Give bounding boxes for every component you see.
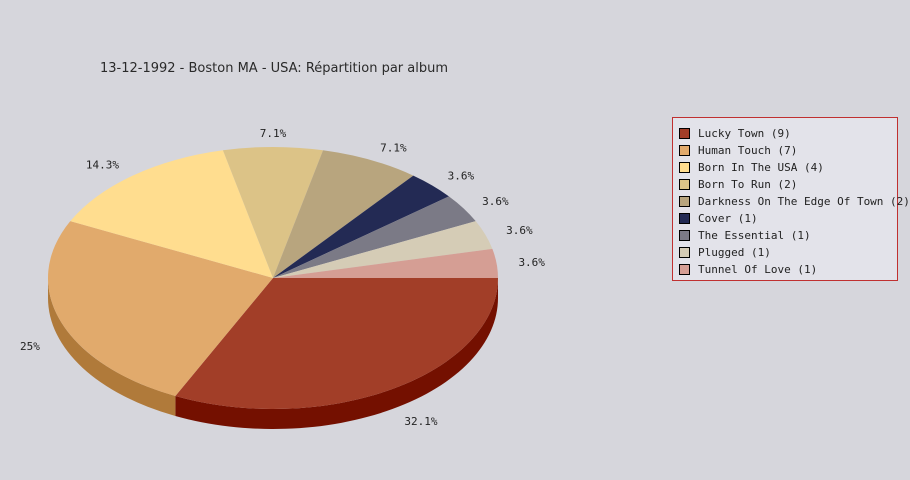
legend-swatch-6 [679, 230, 690, 241]
legend-label-1: Human Touch (7) [698, 144, 798, 157]
legend: Lucky Town (9) Human Touch (7) Born In The… [672, 117, 910, 281]
pie-slice-label-7: 3.6% [506, 224, 533, 237]
pie-slice-label-1: 25% [20, 340, 40, 353]
legend-item-8: Tunnel Of Love (1) [679, 261, 897, 278]
legend-item-0: Lucky Town (9) [679, 125, 897, 142]
legend-label-3: Born To Run (2) [698, 178, 798, 191]
legend-item-6: The Essential (1) [679, 227, 897, 244]
legend-label-5: Cover (1) [698, 212, 758, 225]
pie-slice-label-3: 7.1% [260, 127, 287, 140]
pie-slice-label-8: 3.6% [518, 256, 545, 269]
legend-label-2: Born In The USA (4) [698, 161, 824, 174]
chart-title: 13-12-1992 - Boston MA - USA: Répartitio… [100, 61, 449, 76]
pie-slice-3 [222, 147, 324, 278]
legend-label-0: Lucky Town (9) [698, 127, 791, 140]
legend-swatch-7 [679, 247, 690, 258]
legend-label-6: The Essential (1) [698, 229, 811, 242]
legend-item-7: Plugged (1) [679, 244, 897, 261]
pie-slice-label-0: 32.1% [404, 415, 437, 428]
legend-swatch-5 [679, 213, 690, 224]
pie-slice-6 [273, 196, 476, 278]
legend-label-8: Tunnel Of Love (1) [698, 263, 818, 276]
pie-slice-4 [273, 150, 414, 278]
legend-label-7: Plugged (1) [698, 246, 771, 259]
legend-item-5: Cover (1) [679, 210, 897, 227]
legend-item-3: Born To Run (2) [679, 176, 897, 193]
pie-slice-label-2: 14.3% [86, 159, 119, 172]
pie-slice-label-5: 3.6% [448, 169, 475, 182]
legend-label-4: Darkness On The Edge Of Town (2) [698, 195, 910, 208]
legend-swatch-4 [679, 196, 690, 207]
legend-swatch-8 [679, 264, 690, 275]
legend-swatch-2 [679, 162, 690, 173]
legend-item-1: Human Touch (7) [679, 142, 897, 159]
pie-side-0 [175, 278, 498, 429]
pie-slice-2 [70, 150, 273, 278]
pie-slice-8 [273, 248, 498, 278]
pie-slice-7 [273, 221, 493, 278]
legend-item-4: Darkness On The Edge Of Town (2) [679, 193, 910, 210]
pie-slice-label-4: 7.1% [380, 141, 407, 154]
legend-item-2: Born In The USA (4) [679, 159, 897, 176]
pie-slice-label-6: 3.6% [482, 195, 509, 208]
legend-swatch-1 [679, 145, 690, 156]
pie-side-1 [48, 278, 176, 417]
legend-swatch-0 [679, 128, 690, 139]
legend-swatch-3 [679, 179, 690, 190]
pie-slice-0 [175, 278, 498, 409]
pie-slice-5 [273, 175, 449, 278]
pie-slice-1 [48, 221, 274, 397]
